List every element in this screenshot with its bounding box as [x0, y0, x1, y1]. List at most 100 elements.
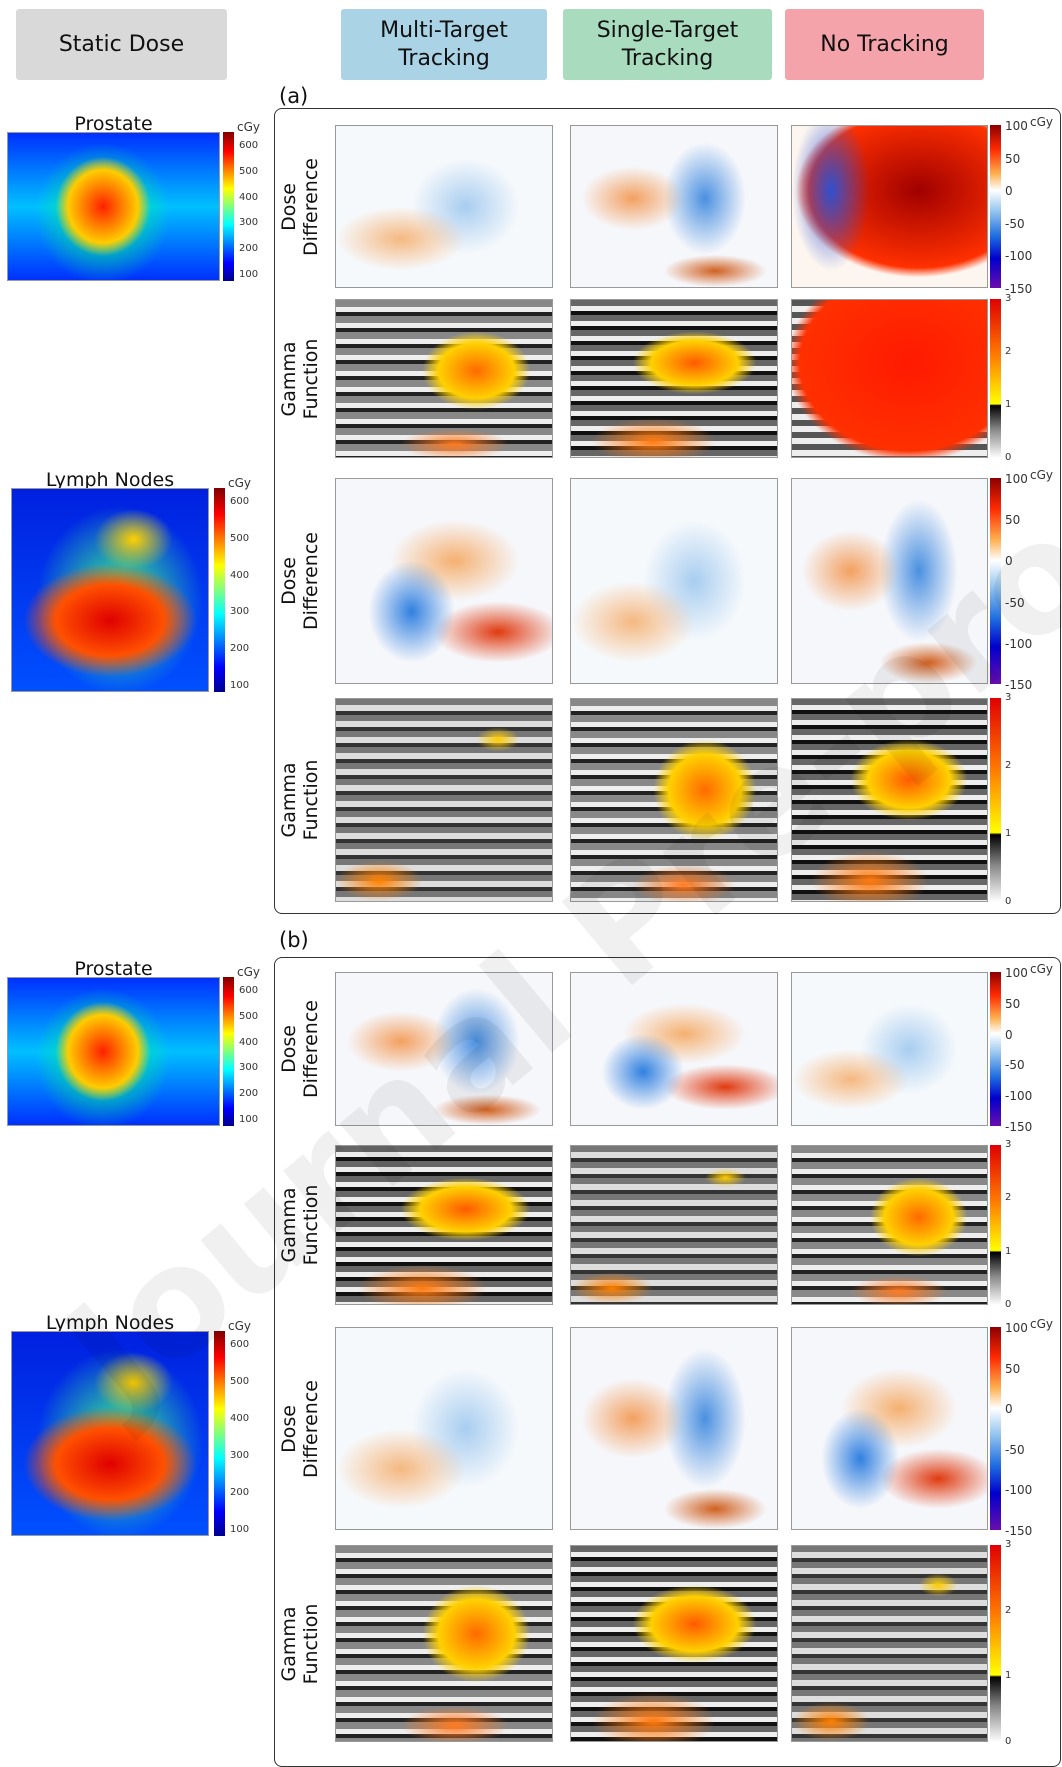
colorbar-tick: 1	[1005, 1670, 1012, 1682]
colorbar	[214, 488, 225, 692]
colorbar-tick: 100	[1005, 119, 1028, 133]
colorbar-tick: -150	[1005, 1120, 1033, 1134]
colorbar-tick: -150	[1005, 678, 1033, 692]
colorbar	[990, 1327, 1001, 1530]
colorbar-tick: -100	[1005, 1089, 1033, 1104]
colorbar	[990, 1545, 1001, 1742]
colorbar-tick: 100	[239, 1114, 259, 1125]
heatmap	[791, 698, 988, 902]
colorbar-tick: 0	[1005, 1736, 1012, 1747]
colorbar-unit: cGy	[228, 476, 251, 490]
heatmap	[570, 478, 778, 684]
heatmap	[791, 478, 988, 684]
heatmap	[791, 125, 988, 288]
colorbar-tick: 3	[1005, 692, 1012, 703]
colorbar-tick: 300	[239, 217, 259, 229]
colorbar-tick: 50	[1005, 151, 1021, 166]
heatmap	[791, 972, 988, 1126]
heatmap	[791, 1545, 988, 1742]
colorbar-unit: cGy	[237, 965, 260, 979]
static-title: Prostate	[74, 113, 153, 135]
colorbar-tick: -150	[1005, 1524, 1033, 1538]
colorbar	[214, 1331, 225, 1536]
heatmap	[7, 977, 220, 1126]
colorbar-tick: 50	[1005, 513, 1021, 528]
colorbar-unit: cGy	[237, 120, 260, 134]
static-title: Lymph Nodes	[45, 469, 175, 491]
colorbar-tick: 1	[1005, 828, 1012, 839]
colorbar-tick: 0	[1005, 1027, 1013, 1042]
colorbar-tick: 600	[230, 1339, 250, 1350]
heatmap	[791, 299, 988, 458]
heatmap	[570, 972, 778, 1126]
colorbar-unit: cGy	[1030, 962, 1053, 976]
colorbar-tick: 2	[1005, 1192, 1012, 1204]
colorbar-unit: cGy	[1030, 468, 1053, 482]
colorbar-tick: -50	[1005, 1442, 1025, 1457]
row-label: Dose Difference	[278, 157, 322, 256]
heatmap	[335, 1545, 553, 1742]
colorbar-tick: 100	[230, 680, 250, 691]
colorbar-tick: 0	[1005, 1402, 1013, 1417]
colorbar-tick: 200	[239, 1088, 259, 1100]
colorbar-tick: -100	[1005, 636, 1033, 651]
colorbar-tick: 200	[230, 1487, 250, 1498]
colorbar-tick: 2	[1005, 346, 1012, 357]
static-title: Lymph Nodes	[45, 1312, 175, 1334]
colorbar-unit: cGy	[1030, 115, 1053, 129]
heatmap	[335, 125, 553, 288]
row-label: Gamma Function	[278, 759, 322, 841]
header-static: Static Dose	[16, 9, 227, 80]
colorbar-tick: 0	[1005, 554, 1013, 569]
heatmap	[11, 488, 209, 692]
heatmap	[335, 478, 553, 684]
heatmap	[791, 1145, 988, 1305]
colorbar	[990, 1145, 1001, 1305]
colorbar-tick: 300	[230, 1450, 250, 1461]
row-label: Gamma Function	[278, 1603, 322, 1684]
colorbar	[990, 972, 1001, 1126]
colorbar-tick: 2	[1005, 760, 1012, 771]
colorbar-tick: 500	[230, 1376, 250, 1387]
colorbar-tick: 1	[1005, 1245, 1012, 1257]
colorbar	[990, 698, 1001, 902]
panel-label: (b)	[279, 928, 309, 952]
colorbar-tick: 100	[239, 269, 259, 280]
heatmap	[570, 1545, 778, 1742]
header-column: No Tracking	[785, 9, 984, 80]
colorbar-tick: 500	[239, 1010, 259, 1022]
colorbar-tick: 400	[239, 191, 259, 203]
panel-frame	[274, 108, 1061, 914]
colorbar-tick: 400	[230, 569, 250, 581]
colorbar-tick: 400	[239, 1036, 259, 1048]
colorbar	[990, 478, 1001, 684]
colorbar-tick: -150	[1005, 282, 1033, 296]
header-column: Single-Target Tracking	[563, 9, 772, 80]
colorbar-tick: 100	[1005, 1321, 1028, 1335]
heatmap	[11, 1331, 209, 1536]
colorbar-tick: 100	[230, 1524, 250, 1535]
colorbar	[990, 299, 1001, 458]
heatmap	[335, 698, 553, 902]
colorbar-tick: 3	[1005, 1539, 1012, 1550]
colorbar-tick: 400	[230, 1413, 250, 1424]
colorbar-tick: 3	[1005, 293, 1012, 304]
panel-label: (a)	[279, 84, 309, 108]
colorbar	[990, 125, 1001, 288]
colorbar-tick: -100	[1005, 249, 1033, 264]
colorbar-tick: 300	[239, 1062, 259, 1074]
heatmap	[570, 125, 778, 288]
heatmap	[570, 698, 778, 902]
colorbar-tick: 50	[1005, 996, 1021, 1011]
row-label: Gamma Function	[278, 338, 322, 419]
colorbar-tick: 3	[1005, 1139, 1012, 1150]
colorbar-tick: 600	[239, 140, 259, 151]
heatmap	[335, 972, 553, 1126]
heatmap	[335, 299, 553, 458]
colorbar	[223, 977, 234, 1126]
colorbar-tick: 0	[1005, 1299, 1012, 1310]
row-label: Dose Difference	[278, 1379, 322, 1478]
colorbar-tick: -50	[1005, 216, 1025, 231]
header-column: Multi-Target Tracking	[341, 9, 547, 80]
